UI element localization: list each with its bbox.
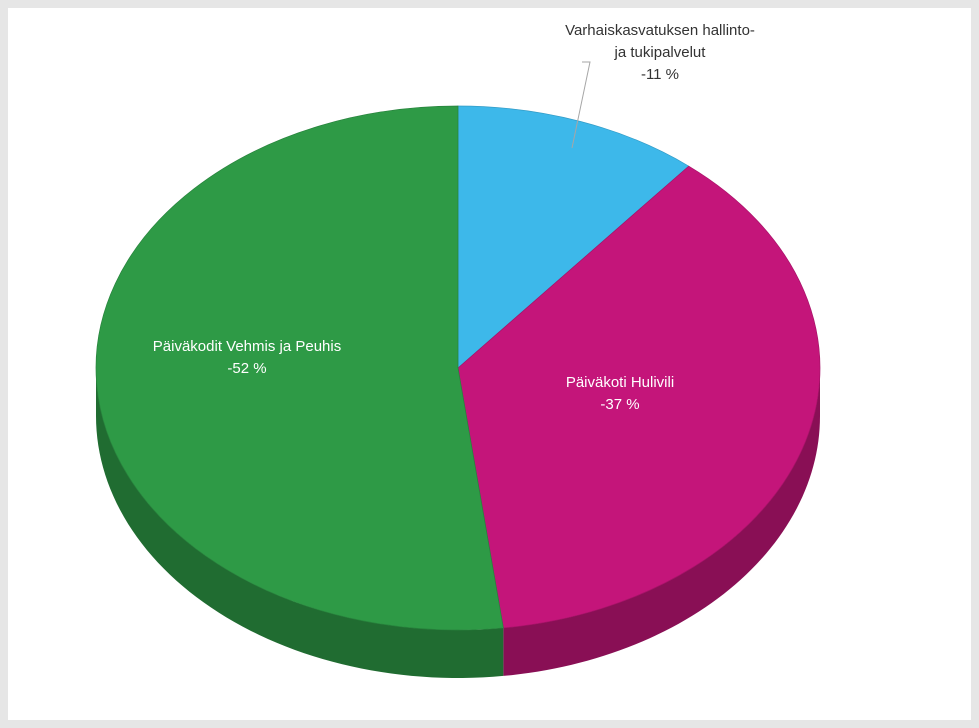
leader-line — [571, 61, 591, 149]
label-name: Varhaiskasvatuksen hallinto- ja tukipalv… — [565, 22, 755, 61]
data-label: Varhaiskasvatuksen hallinto- ja tukipalv… — [560, 20, 760, 86]
slice — [457, 105, 690, 369]
slice-side — [96, 368, 504, 678]
slice — [457, 165, 821, 629]
label-value: -52 % — [227, 360, 267, 377]
slice-side — [503, 368, 820, 676]
label-value: -37 % — [600, 396, 640, 413]
data-label: Päiväkoti Hulivili -37 % — [520, 372, 720, 416]
label-value: -11 % — [640, 66, 680, 83]
label-name: Päiväkoti Hulivili — [565, 374, 675, 391]
data-label: Päiväkodit Vehmis ja Peuhis -52 % — [117, 336, 377, 380]
label-name: Päiväkodit Vehmis ja Peuhis — [152, 338, 342, 355]
slice — [95, 105, 504, 631]
